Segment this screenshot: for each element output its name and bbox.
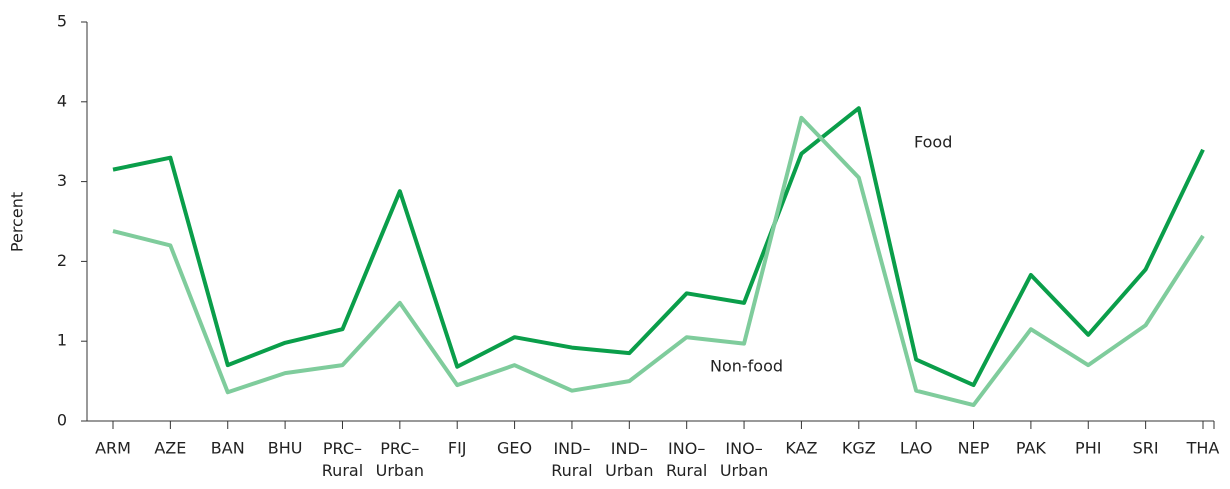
x-tick-label: GEO: [497, 439, 532, 458]
x-tick-label: IND– Urban: [605, 439, 653, 480]
x-tick-label: PRC– Urban: [376, 439, 424, 480]
y-tick-label: 2: [57, 251, 67, 270]
x-tick-label: AZE: [154, 439, 186, 458]
x-tick-label: THA: [1186, 439, 1220, 458]
x-tick-label: PRC– Rural: [322, 439, 363, 480]
x-tick-label: FIJ: [448, 439, 467, 458]
x-tick-label: BAN: [211, 439, 245, 458]
x-tick-label: LAO: [900, 439, 933, 458]
x-tick-label: ARM: [95, 439, 131, 458]
x-tick-label: INO– Rural: [666, 439, 707, 480]
y-tick-label: 5: [57, 12, 67, 31]
line-series: [112, 106, 1205, 388]
line-series: [112, 115, 1205, 408]
y-tick-label: 1: [57, 331, 67, 350]
y-tick-label: 0: [57, 411, 67, 430]
x-tick-label: KAZ: [785, 439, 817, 458]
x-tick-label: INO– Urban: [720, 439, 768, 480]
y-tick-label: 3: [57, 171, 67, 190]
x-tick-label: IND– Rural: [551, 439, 592, 480]
y-tick-label: 4: [57, 91, 67, 110]
x-tick-label: PAK: [1016, 439, 1047, 458]
x-tick-label: SRI: [1133, 439, 1159, 458]
x-tick-label: NEP: [958, 439, 990, 458]
x-tick-label: BHU: [268, 439, 303, 458]
x-tick-label: KGZ: [842, 439, 876, 458]
x-tick-label: PHI: [1075, 439, 1101, 458]
series-label: Non-food: [710, 357, 783, 376]
series-label: Food: [914, 133, 952, 152]
y-axis-label: Percent: [8, 192, 27, 252]
